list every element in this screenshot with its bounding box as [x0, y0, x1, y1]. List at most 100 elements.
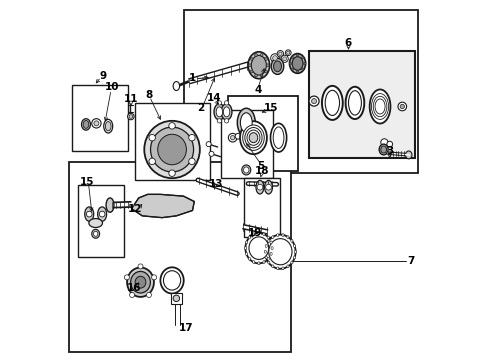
Circle shape [399, 104, 404, 109]
Text: 15: 15 [80, 177, 95, 187]
Ellipse shape [286, 236, 288, 239]
Bar [135, 103, 210, 180]
Text: 9: 9 [99, 71, 106, 81]
Polygon shape [131, 194, 194, 218]
Ellipse shape [106, 198, 114, 212]
Ellipse shape [294, 250, 296, 253]
Ellipse shape [237, 108, 255, 137]
Ellipse shape [221, 104, 231, 120]
Ellipse shape [276, 267, 278, 270]
Ellipse shape [264, 58, 267, 60]
Ellipse shape [257, 231, 260, 234]
Ellipse shape [241, 165, 250, 175]
Text: 11: 11 [124, 94, 139, 104]
Circle shape [230, 135, 234, 140]
Ellipse shape [250, 70, 252, 73]
Ellipse shape [293, 244, 295, 247]
Ellipse shape [105, 122, 111, 131]
Circle shape [265, 184, 271, 190]
Ellipse shape [303, 62, 305, 65]
Ellipse shape [348, 91, 361, 115]
Circle shape [138, 264, 142, 269]
Text: 12: 12 [128, 204, 142, 214]
Ellipse shape [296, 71, 298, 73]
Ellipse shape [248, 237, 268, 260]
Ellipse shape [325, 90, 339, 116]
Circle shape [224, 101, 228, 105]
Text: 19: 19 [247, 228, 261, 238]
Bar [308, 51, 414, 158]
Ellipse shape [245, 233, 272, 264]
Ellipse shape [89, 219, 102, 228]
Ellipse shape [267, 239, 269, 242]
Ellipse shape [296, 54, 298, 57]
Bar [171, 293, 182, 304]
Ellipse shape [243, 167, 248, 173]
Circle shape [188, 134, 195, 141]
Circle shape [217, 119, 221, 123]
Circle shape [397, 102, 406, 111]
Bar [221, 110, 273, 178]
Ellipse shape [158, 134, 186, 165]
Circle shape [282, 57, 286, 61]
Bar [244, 178, 280, 237]
Text: 17: 17 [179, 323, 193, 333]
Circle shape [151, 275, 156, 280]
Ellipse shape [242, 125, 264, 150]
Ellipse shape [269, 241, 272, 244]
Ellipse shape [251, 55, 266, 75]
Ellipse shape [260, 54, 263, 57]
Ellipse shape [249, 133, 257, 143]
Circle shape [311, 99, 316, 104]
Ellipse shape [380, 146, 386, 153]
Ellipse shape [248, 257, 250, 260]
Ellipse shape [223, 107, 229, 117]
Ellipse shape [252, 233, 254, 236]
Ellipse shape [250, 58, 252, 60]
Ellipse shape [84, 207, 94, 221]
Ellipse shape [244, 247, 246, 249]
Ellipse shape [240, 121, 266, 154]
Circle shape [217, 101, 221, 105]
Text: 14: 14 [206, 93, 221, 103]
Text: 13: 13 [208, 179, 223, 189]
Ellipse shape [301, 57, 303, 59]
Ellipse shape [150, 127, 193, 172]
Ellipse shape [214, 104, 224, 120]
Circle shape [228, 134, 237, 142]
Ellipse shape [271, 58, 283, 75]
Ellipse shape [144, 121, 200, 178]
Bar [78, 185, 124, 257]
Ellipse shape [291, 57, 293, 59]
Ellipse shape [321, 86, 342, 120]
Ellipse shape [244, 127, 262, 148]
Ellipse shape [129, 115, 132, 118]
Ellipse shape [290, 239, 292, 242]
Ellipse shape [248, 64, 251, 67]
Ellipse shape [266, 236, 269, 239]
Circle shape [92, 119, 101, 128]
Circle shape [386, 141, 392, 147]
Ellipse shape [372, 96, 386, 117]
Circle shape [308, 96, 319, 106]
Circle shape [257, 184, 262, 190]
Circle shape [188, 158, 195, 165]
Ellipse shape [276, 234, 278, 237]
Ellipse shape [83, 121, 89, 129]
Ellipse shape [127, 113, 134, 120]
Text: 8: 8 [145, 90, 153, 100]
Ellipse shape [288, 62, 291, 65]
Ellipse shape [378, 144, 387, 155]
Ellipse shape [263, 261, 264, 264]
Text: 15: 15 [264, 103, 278, 113]
Ellipse shape [263, 233, 264, 236]
Bar [228, 96, 298, 171]
Ellipse shape [267, 261, 269, 264]
Circle shape [146, 292, 151, 297]
Ellipse shape [273, 61, 281, 72]
Ellipse shape [270, 247, 273, 249]
Ellipse shape [281, 267, 284, 270]
Circle shape [86, 211, 92, 217]
Bar [69, 162, 290, 352]
Text: 1: 1 [188, 73, 196, 83]
